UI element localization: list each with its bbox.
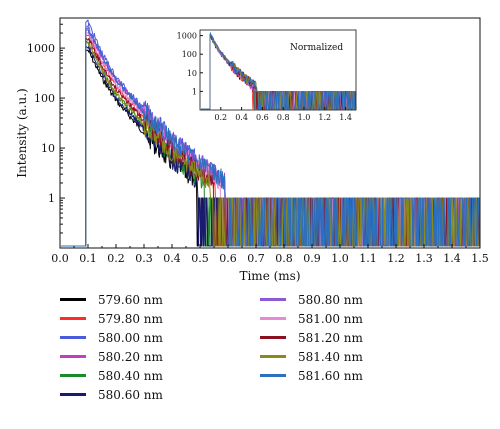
y-tick-label: 1 (48, 192, 55, 205)
inset-plot: 0.2 0.4 0.6 0.8 1.0 1.2 1.4 1 10 100 1000 (176, 22, 366, 126)
legend-item: 580.00 nm (60, 328, 163, 347)
inset-x-tick-label: 0.4 (235, 113, 248, 122)
x-tick-label: 0.3 (135, 252, 153, 265)
inset-x-tick-label: 1.2 (318, 113, 331, 122)
legend-item: 579.80 nm (60, 309, 163, 328)
inset-x-tick-label: 1.4 (339, 113, 352, 122)
inset-frame (199, 29, 357, 111)
legend: 579.60 nm 579.80 nm 580.00 nm 580.20 nm 580.… (60, 290, 480, 422)
legend-label: 581.60 nm (298, 368, 363, 383)
legend-label: 581.40 nm (298, 349, 363, 364)
x-tick-label: 0.2 (107, 252, 125, 265)
inset-x-tick-label: 0.2 (214, 113, 227, 122)
legend-item: 581.20 nm (260, 328, 363, 347)
x-tick-label: 0.7 (247, 252, 265, 265)
legend-label: 581.20 nm (298, 330, 363, 345)
x-tick-label: 0.0 (51, 252, 69, 265)
inset-series-line (201, 31, 357, 110)
legend-item: 580.60 nm (60, 385, 163, 404)
inset-title: Normalized (290, 43, 343, 53)
legend-swatch (260, 317, 286, 320)
legend-item: 581.00 nm (260, 309, 363, 328)
inset-x-tick-label: 1.0 (298, 113, 311, 122)
legend-swatch (60, 317, 86, 320)
legend-label: 580.20 nm (98, 349, 163, 364)
x-axis-label: Time (ms) (239, 269, 300, 283)
y-tick-label: 1000 (27, 42, 55, 55)
decay-chart: 0.0 0.1 0.2 0.3 0.4 0.5 0.6 0.7 0.8 0.9 1.0 1.1 1.2 1… (15, 17, 489, 283)
x-tick-label: 1.0 (331, 252, 349, 265)
x-tick-label: 1.4 (443, 252, 461, 265)
inset-y-tick-label: 1000 (177, 32, 197, 41)
inset-y-tick-label: 100 (182, 50, 197, 59)
legend-swatch (60, 374, 86, 377)
legend-label: 580.00 nm (98, 330, 163, 345)
legend-column-left: 579.60 nm 579.80 nm 580.00 nm 580.20 nm 580.… (60, 290, 163, 404)
y-tick-label: 10 (41, 142, 55, 155)
legend-label: 580.40 nm (98, 368, 163, 383)
legend-column-right: 580.80 nm 581.00 nm 581.20 nm 581.40 nm 581.… (260, 290, 363, 385)
x-tick-label: 1.3 (415, 252, 433, 265)
series-line (61, 27, 480, 247)
legend-swatch (260, 374, 286, 377)
inset-x-tick-label: 0.8 (277, 113, 290, 122)
inset-y-tick-label: 10 (187, 69, 197, 78)
legend-item: 581.40 nm (260, 347, 363, 366)
legend-swatch (260, 336, 286, 339)
legend-item: 580.40 nm (60, 366, 163, 385)
inset-y-tick-label: 1 (192, 87, 197, 96)
x-tick-label: 1.2 (387, 252, 405, 265)
x-tick-label: 0.5 (191, 252, 209, 265)
x-tick-label: 0.4 (163, 252, 181, 265)
legend-item: 580.20 nm (60, 347, 163, 366)
legend-label: 579.80 nm (98, 311, 163, 326)
legend-swatch (60, 298, 86, 301)
x-tick-label: 0.6 (219, 252, 237, 265)
legend-label: 580.80 nm (298, 292, 363, 307)
x-tick-label: 0.1 (79, 252, 97, 265)
legend-swatch (260, 298, 286, 301)
legend-swatch (60, 336, 86, 339)
y-axis-label: Intensity (a.u.) (15, 88, 29, 177)
x-tick-label: 0.9 (303, 252, 321, 265)
main-plot-area: 0.0 0.1 0.2 0.3 0.4 0.5 0.6 0.7 0.8 0.9 1.0 1.1 1.2 1… (27, 17, 489, 265)
legend-swatch (60, 355, 86, 358)
legend-item: 580.80 nm (260, 290, 363, 309)
x-tick-label: 0.8 (275, 252, 293, 265)
legend-label: 581.00 nm (298, 311, 363, 326)
legend-item: 579.60 nm (60, 290, 163, 309)
legend-swatch (260, 355, 286, 358)
legend-item: 581.60 nm (260, 366, 363, 385)
legend-label: 580.60 nm (98, 387, 163, 402)
legend-label: 579.60 nm (98, 292, 163, 307)
y-tick-label: 100 (34, 92, 55, 105)
x-tick-label: 1.1 (359, 252, 377, 265)
inset-x-tick-label: 0.6 (256, 113, 269, 122)
x-tick-label: 1.5 (471, 252, 489, 265)
legend-swatch (60, 393, 86, 396)
